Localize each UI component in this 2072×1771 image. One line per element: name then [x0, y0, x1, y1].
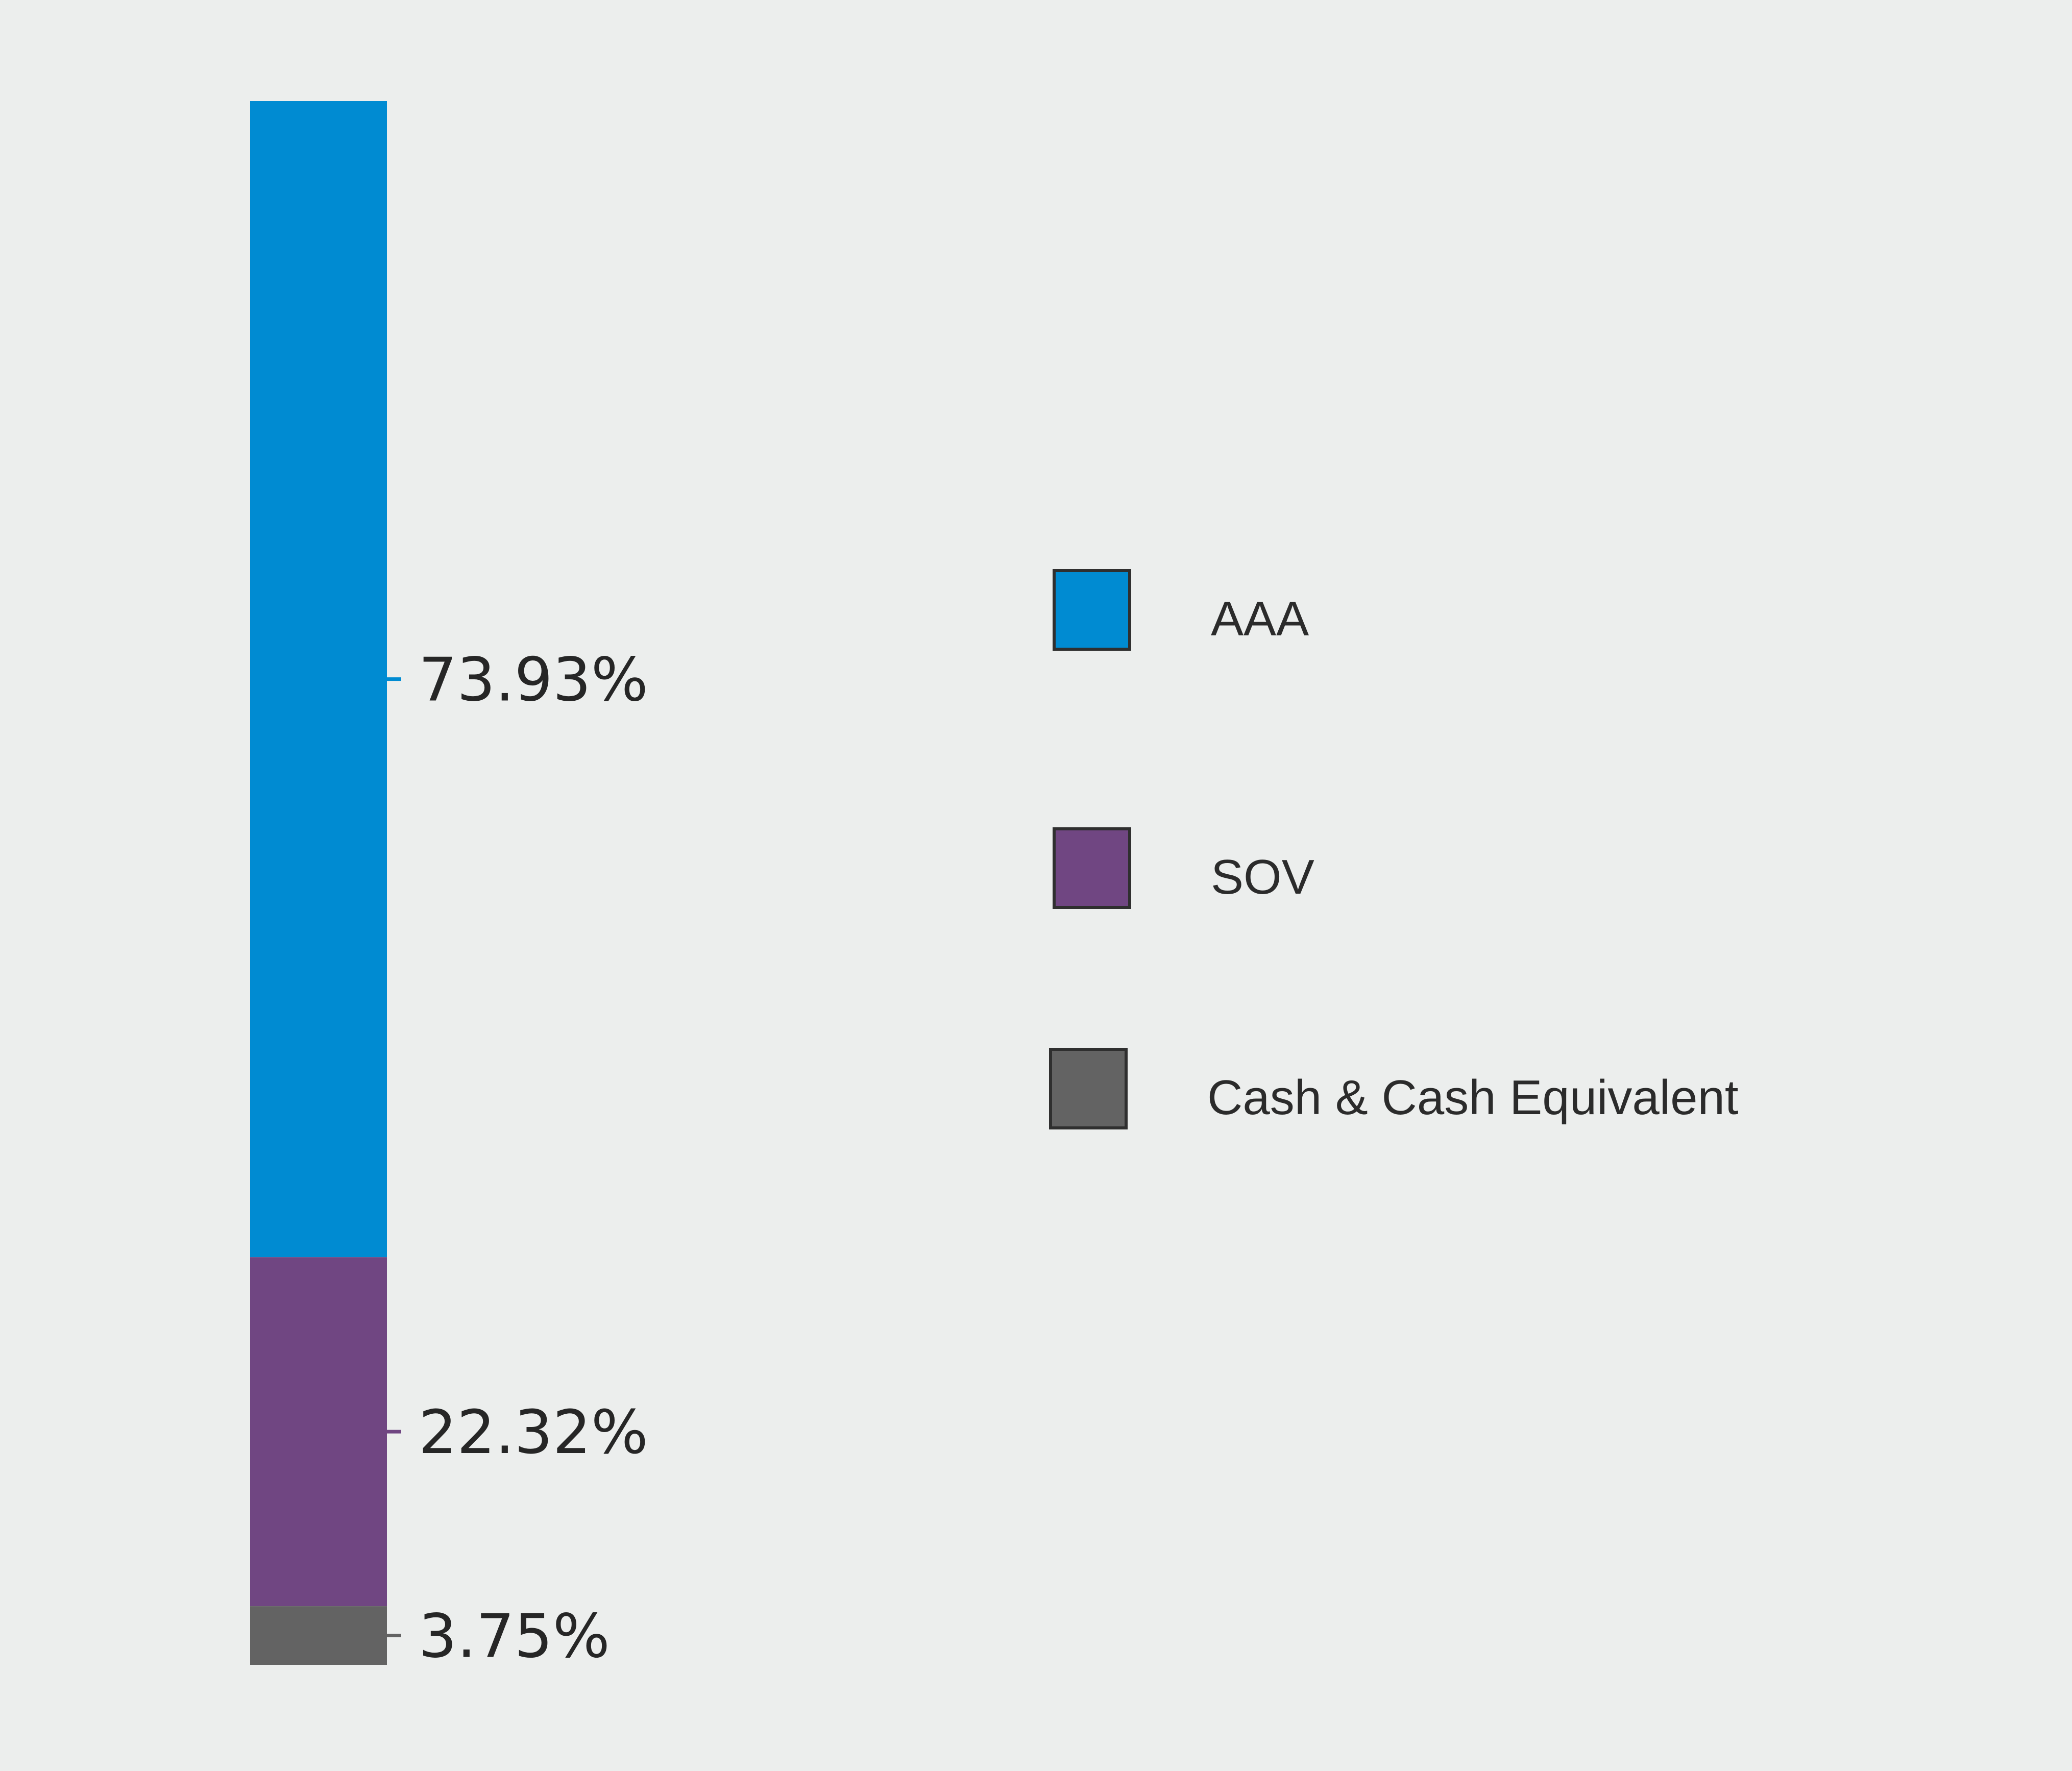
legend: AAA SOV Cash & Cash Equivalent: [1049, 569, 1739, 1129]
legend-item-cash: Cash & Cash Equivalent: [1049, 1048, 1739, 1129]
data-label-aaa: 73.93%: [419, 645, 648, 715]
stacked-bar: [250, 101, 387, 1665]
bar-segment-sov: [250, 1257, 387, 1607]
legend-swatch-cash: [1049, 1048, 1128, 1129]
bar-segment-cash-and-cash-equivalent: [250, 1606, 387, 1665]
legend-swatch-aaa: [1053, 569, 1131, 651]
legend-item-sov: SOV: [1053, 827, 1314, 909]
legend-label-aaa: AAA: [1211, 592, 1309, 646]
data-label-sov: 22.32%: [419, 1397, 648, 1467]
bar-segment-aaa: [250, 101, 387, 1258]
data-label-cash-and-cash-equivalent: 3.75%: [419, 1601, 610, 1671]
legend-label-cash: Cash & Cash Equivalent: [1207, 1070, 1739, 1125]
percentage-labels: 73.93% 22.32% 3.75%: [387, 645, 648, 1671]
legend-swatch-sov: [1053, 827, 1131, 909]
legend-label-sov: SOV: [1211, 850, 1314, 904]
legend-item-aaa: AAA: [1053, 569, 1309, 651]
